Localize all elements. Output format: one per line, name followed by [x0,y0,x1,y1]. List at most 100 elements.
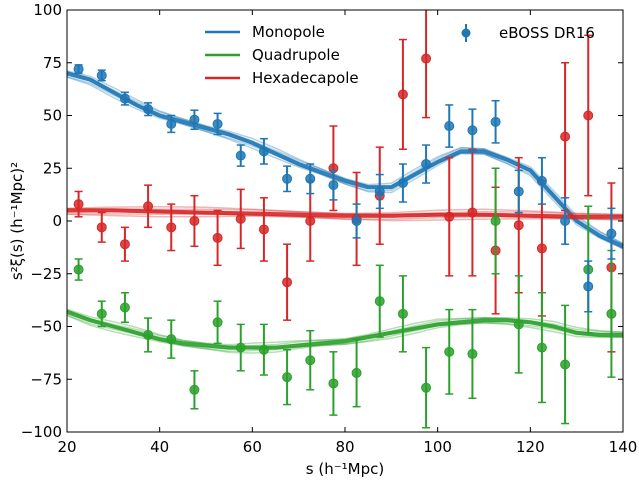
hexadecapole-data-point [212,232,223,243]
monopole-data-point [73,64,84,75]
hexadecapole-data-point [96,222,107,233]
monopole-data-point [305,173,316,184]
quadrupole-data-point [166,334,177,345]
hexadecapole-data-point [235,213,246,224]
quadrupole-data-point [444,346,455,357]
monopole-data-point [490,116,501,127]
monopole-data-point [282,173,293,184]
monopole-data-point [536,175,547,186]
y-tick-label: 75 [43,54,62,72]
quadrupole-data-point [513,319,524,330]
monopole-data-point [560,216,571,226]
quadrupole-data-point [305,355,316,366]
model-bands [66,70,624,354]
monopole-realization-line [66,74,624,249]
quadrupole-data-point [282,372,293,383]
monopole-legend-label: Monopole [252,23,325,41]
quadrupole-data-point [606,308,617,319]
quadrupole-data-point [351,367,362,378]
monopole-data-point [606,228,617,239]
monopole-data-point [143,104,154,115]
y-tick-label: −100 [21,423,62,441]
quadrupole-data-point [328,378,339,389]
quadrupole-data-point [258,344,269,355]
hexadecapole-data-point [305,216,316,226]
monopole-data-point [189,114,200,125]
hexadecapole-data-point [444,211,455,222]
hexadecapole-data-point [143,201,154,212]
quadrupole-legend-label: Quadrupole [252,46,340,64]
x-tick-label: 100 [423,438,452,456]
y-tick-label: −50 [30,318,62,336]
quadrupole-realization-line [66,308,624,346]
y-tick-label: 50 [43,107,62,125]
monopole-data-point [96,70,107,81]
y-tick-label: 0 [52,212,62,230]
x-axis-label: s (h⁻¹Mpc) [306,460,384,478]
quadrupole-data-point [235,342,246,353]
x-tick-label: 140 [609,438,638,456]
hexadecapole-data-point [467,207,478,218]
monopole-data-point [444,121,455,132]
monopole-data-point [351,216,362,226]
monopole-realization-line [66,76,624,250]
quadrupole-data-point [374,296,385,307]
quadrupole-realization-line [66,314,624,354]
monopole-data-point [328,180,339,191]
monopole-data-point [374,186,385,197]
quadrupole-data-point [212,317,223,328]
quadrupole-data-point [143,329,154,340]
quadrupole-data-point [119,302,130,313]
quadrupole-data-point [73,264,84,275]
hexadecapole-data-point [536,243,547,254]
quadrupole-data-point [96,308,107,319]
hexadecapole-data-point [258,224,269,235]
monopole-data-point [397,178,408,189]
monopole-model-line [66,71,624,249]
x-tick-label: 40 [150,438,169,456]
hexadecapole-data-point [73,199,84,210]
hexadecapole-data-point [513,220,524,231]
quadrupole-data-point [467,348,478,359]
hexadecapole-data-point [189,216,200,226]
quadrupole-data-point [490,216,501,226]
hexadecapole-realization-line [66,213,624,222]
monopole-data-point [166,118,177,129]
monopole-data-point [467,125,478,136]
y-tick-label: 25 [43,159,62,177]
hexadecapole-model-line [67,208,623,219]
hexadecapole-data-point [583,110,594,121]
monopole-data-point [212,118,223,129]
data-points [73,10,617,429]
hexadecapole-data-point [119,239,130,250]
quadrupole-data-point [560,359,571,370]
y-tick-label: −75 [30,370,62,388]
hexadecapole-data-point [282,277,293,288]
hexadecapole-legend-label: Hexadecapole [252,69,359,87]
data-legend-marker [461,28,471,38]
hexadecapole-realization-line [66,205,624,216]
x-tick-label: 60 [243,438,262,456]
monopole-data-point [258,146,269,157]
legend-lines: Monopole Quadrupole Hexadecapole [205,23,359,87]
hexadecapole-data-point [560,131,571,142]
legend-data: eBOSS DR16 [461,24,595,42]
quadrupole-data-point [189,384,200,395]
monopole-data-point [235,150,246,161]
data-legend-label: eBOSS DR16 [499,24,595,42]
axis-ticks: 20 40 60 80 100 120 140 −100 −75 −50 −25 0 25 50 75 100 [21,1,638,456]
x-tick-label: 120 [516,438,545,456]
y-tick-label: −25 [30,265,62,283]
hexadecapole-data-point [166,222,177,233]
hexadecapole-data-point [421,53,432,64]
quadrupole-data-point [397,308,408,319]
hexadecapole-data-point [397,89,408,100]
quadrupole-data-point [421,382,432,393]
x-tick-label: 20 [57,438,76,456]
x-tick-label: 80 [335,438,354,456]
y-axis-label: s²ξ(s) (h⁻¹Mpc)² [8,162,26,280]
quadrupole-data-point [536,342,547,353]
monopole-data-point [119,93,130,104]
monopole-data-point [583,281,594,292]
